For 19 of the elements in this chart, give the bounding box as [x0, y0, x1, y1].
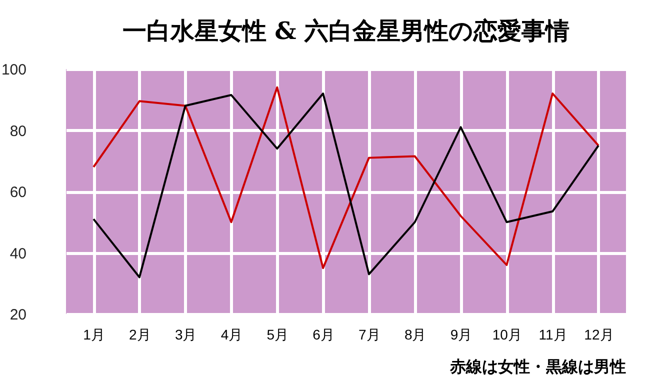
x-tick-label: 7月	[358, 326, 380, 342]
x-tick-label: 3月	[174, 326, 197, 342]
x-tick-label: 4月	[220, 326, 243, 342]
y-tick-label: 100	[1, 62, 26, 78]
x-tick-label: 9月	[450, 326, 472, 342]
x-tick-label: 2月	[129, 326, 151, 342]
x-tick-label: 8月	[404, 326, 426, 342]
x-tick-label: 5月	[266, 326, 289, 342]
x-tick-label: 11月	[538, 326, 568, 342]
chart-title: 一白水星女性 & 六白金星男性の恋愛事情	[122, 16, 570, 45]
y-tick-label: 80	[10, 122, 26, 140]
y-tick-label: 40	[10, 245, 26, 262]
x-tick-label: 6月	[312, 326, 334, 342]
x-tick-label: 12月	[584, 326, 614, 342]
y-tick-label: 60	[10, 184, 26, 201]
x-tick-label: 1月	[83, 326, 105, 342]
x-tick-label: 10月	[492, 326, 522, 342]
y-tick-label: 20	[10, 306, 26, 324]
text: 赤線は女性・黒線は男性	[449, 357, 626, 376]
